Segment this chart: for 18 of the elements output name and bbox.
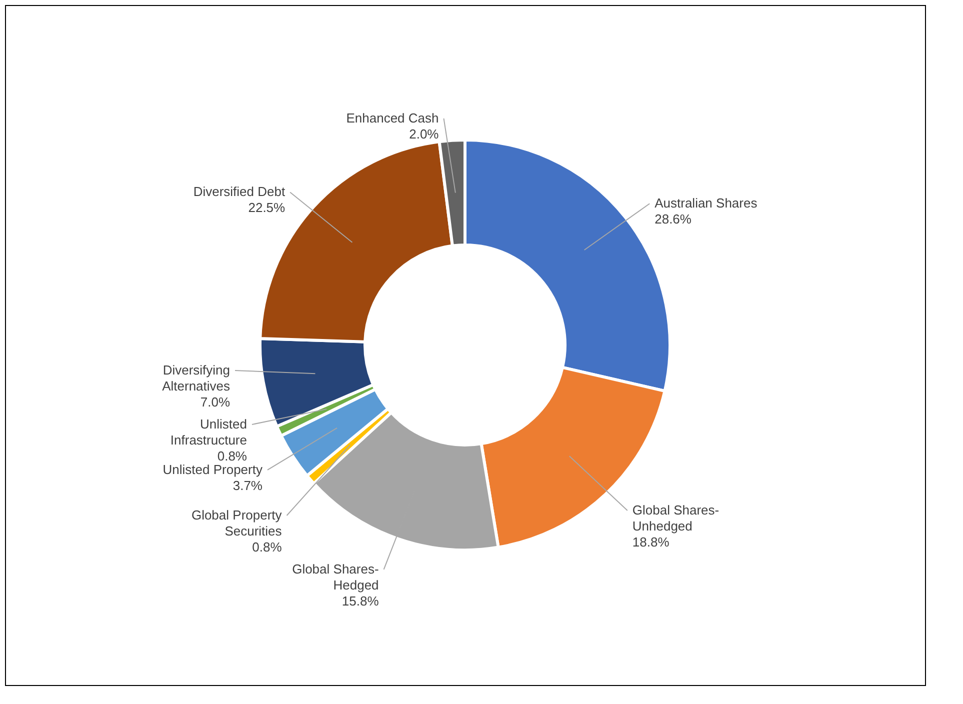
slice-label: Global Shares-Hedged	[292, 561, 379, 592]
slice-label: Global Property Securities	[191, 507, 282, 538]
data-label: 28.6%	[654, 212, 692, 227]
data-label: 22.5%	[248, 200, 286, 216]
data-label: 18.8%	[632, 534, 670, 550]
slice-label: Diversifying Alternatives	[162, 362, 231, 394]
slice-label: Enhanced Cash	[346, 110, 439, 126]
data-label: 3.7%	[232, 478, 263, 493]
slice-label: Australian Shares	[654, 196, 758, 211]
data-label: 15.8%	[342, 593, 380, 608]
data-label: 7.0%	[200, 394, 230, 410]
slice-label: Unlisted Infrastructure	[170, 416, 247, 448]
data-label: 0.8%	[217, 448, 248, 464]
slice-label: Unlisted Property	[162, 462, 263, 477]
slice-label: Diversified Debt	[193, 184, 286, 200]
data-label: 2.0%	[409, 126, 440, 142]
data-label: 0.8%	[252, 539, 282, 554]
slice-label: Global Shares-Unhedged	[632, 502, 720, 534]
